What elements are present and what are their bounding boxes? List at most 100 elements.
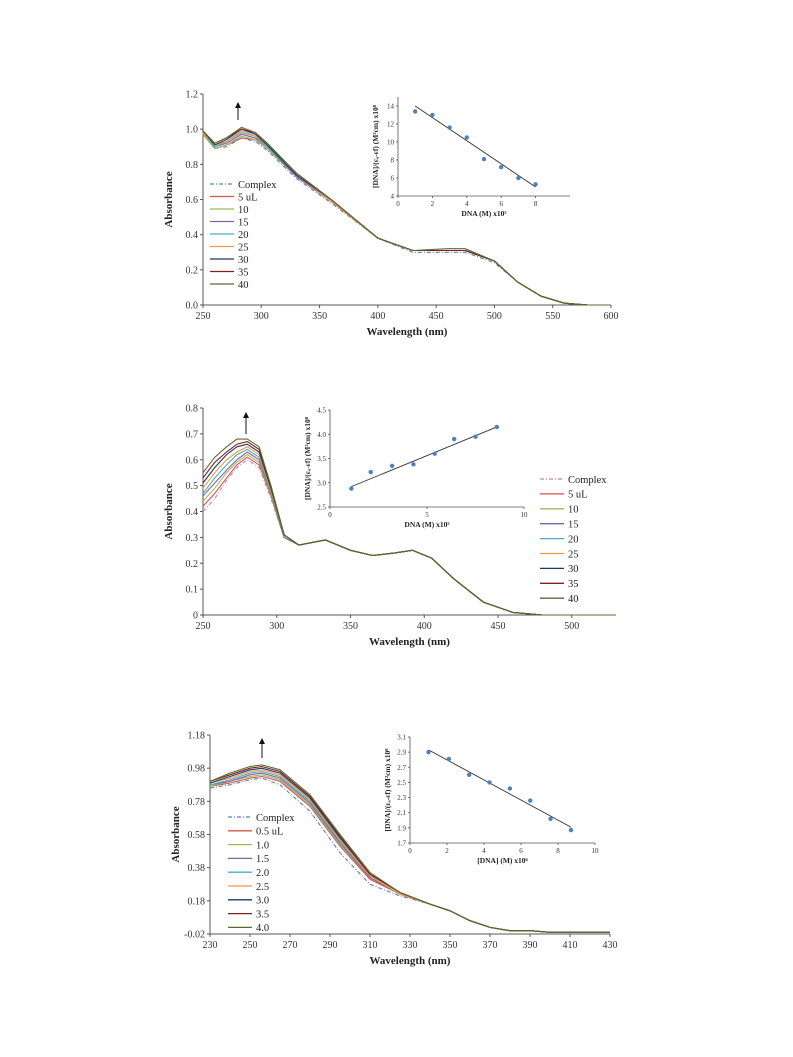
legend-label: 10 bbox=[568, 505, 579, 516]
legend-label: 0.5 uL bbox=[256, 827, 283, 838]
legend-label: Complex bbox=[238, 180, 277, 191]
y-tick-label: 0.38 bbox=[188, 863, 206, 874]
inset-data-point bbox=[389, 463, 395, 468]
inset-data-point bbox=[430, 112, 435, 118]
y-tick-label: 0.4 bbox=[186, 230, 199, 241]
inset-x-tick-label: 4 bbox=[482, 847, 486, 855]
inset-data-point bbox=[499, 165, 504, 170]
series-line-8 bbox=[202, 128, 611, 306]
inset-x-tick-label: 5 bbox=[425, 511, 429, 519]
x-tick-label: 250 bbox=[196, 311, 211, 322]
legend-label: 30 bbox=[568, 564, 579, 575]
x-tick-label: 350 bbox=[443, 940, 458, 951]
y-tick-label: 0.18 bbox=[188, 896, 206, 907]
x-tick-label: 450 bbox=[429, 311, 444, 322]
y-tick-label: 1.2 bbox=[186, 90, 199, 101]
series-line-6 bbox=[202, 130, 611, 306]
inset-x-tick-label: 10 bbox=[592, 847, 600, 855]
y-axis-title: Absorbance bbox=[163, 483, 175, 539]
inset-y-tick-label: 8 bbox=[391, 157, 395, 165]
y-tick-label: 0.5 bbox=[186, 481, 199, 492]
legend-label: 35 bbox=[568, 579, 579, 590]
y-tick-label: 0.4 bbox=[186, 507, 199, 518]
series-line-2 bbox=[202, 134, 611, 306]
inset-data-point bbox=[446, 756, 452, 762]
inset-data-point bbox=[507, 786, 513, 791]
x-axis-title: Wavelength (nm) bbox=[370, 955, 451, 967]
legend-label: 5 uL bbox=[568, 490, 588, 501]
series-line-1 bbox=[202, 134, 611, 306]
x-tick-label: 390 bbox=[523, 940, 538, 951]
inset-x-tick-label: 0 bbox=[328, 511, 332, 519]
x-tick-label: 270 bbox=[283, 940, 298, 951]
inset-x-tick-label: 2 bbox=[445, 847, 449, 855]
x-tick-label: 310 bbox=[363, 940, 378, 951]
inset-y-tick-label: 6 bbox=[391, 175, 395, 183]
inset-y-tick-label: 4.0 bbox=[317, 431, 326, 439]
increase-arrow-head bbox=[259, 738, 265, 744]
inset-data-point bbox=[464, 135, 469, 140]
x-tick-label: 400 bbox=[370, 311, 385, 322]
inset-y-tick-label: 2.7 bbox=[397, 764, 406, 772]
x-tick-label: 300 bbox=[254, 311, 269, 322]
inset-data-point bbox=[426, 749, 431, 755]
legend-label: 2.0 bbox=[256, 868, 269, 879]
y-tick-label: 0.58 bbox=[188, 830, 206, 841]
series-line-6 bbox=[202, 446, 616, 616]
x-axis-title: Wavelength (nm) bbox=[367, 326, 448, 338]
legend-label: 2.5 bbox=[256, 882, 269, 893]
inset-chart-3: 1.7 1.9 2.1 2.3 2.5 2.7 2.9 3.1 0 2 4 6 8 10 [DNA] (M)… bbox=[383, 734, 599, 866]
inset-data-point bbox=[368, 469, 373, 475]
x-tick-label: 350 bbox=[343, 621, 358, 632]
inset-data-point bbox=[528, 798, 533, 803]
x-tick-label: 370 bbox=[483, 940, 498, 951]
legend-label: 5 uL bbox=[238, 192, 258, 203]
series-line-3 bbox=[202, 134, 611, 306]
inset-y-tick-label: 14 bbox=[387, 103, 395, 111]
series-line-9 bbox=[202, 126, 611, 306]
legend-label: 40 bbox=[238, 280, 249, 291]
x-tick-label: 250 bbox=[196, 621, 211, 632]
inset-data-point bbox=[349, 486, 354, 491]
inset-y-tick-label: 2.5 bbox=[397, 779, 406, 787]
x-tick-label: 250 bbox=[243, 940, 258, 951]
inset-y-tick-label: 3.5 bbox=[317, 455, 326, 463]
series-line-2 bbox=[202, 456, 616, 616]
legend-label: 20 bbox=[568, 534, 579, 545]
y-tick-label: 0.0 bbox=[186, 301, 199, 312]
y-tick-label: 0.78 bbox=[188, 797, 206, 808]
legend-label: Complex bbox=[256, 813, 295, 824]
inset-data-point bbox=[411, 462, 416, 467]
legend-label: 3.0 bbox=[256, 896, 269, 907]
inset-data-point bbox=[467, 772, 472, 778]
inset-fit-line bbox=[428, 749, 572, 828]
x-axis-title: Wavelength (nm) bbox=[369, 636, 450, 648]
inset-data-point bbox=[473, 434, 478, 439]
inset-x-axis-title: DNA (M) x10⁵ bbox=[461, 209, 507, 218]
inset-y-tick-label: 2.1 bbox=[397, 809, 406, 817]
inset-data-point bbox=[533, 182, 538, 187]
y-tick-label: 0 bbox=[193, 611, 198, 622]
x-tick-label: 290 bbox=[323, 940, 338, 951]
legend-label: 1.5 bbox=[256, 854, 269, 865]
legend-label: 35 bbox=[238, 267, 249, 278]
inset-y-axis-title: [DNA]/(εₐ-εf) (M²cm) x10⁸ bbox=[383, 748, 392, 832]
x-tick-label: 230 bbox=[203, 940, 218, 951]
legend-label: 30 bbox=[238, 255, 249, 266]
y-tick-label: 0.1 bbox=[186, 585, 199, 596]
increase-arrow-head bbox=[243, 412, 249, 418]
x-tick-label: 300 bbox=[269, 621, 284, 632]
inset-data-point bbox=[451, 436, 457, 442]
series-line-7 bbox=[202, 128, 611, 306]
x-tick-label: 500 bbox=[487, 311, 502, 322]
inset-data-point bbox=[481, 156, 487, 162]
x-tick-label: 600 bbox=[604, 311, 619, 322]
inset-fit-line bbox=[414, 105, 536, 188]
legend-label: 3.5 bbox=[256, 909, 269, 920]
x-tick-label: 450 bbox=[491, 621, 506, 632]
inset-y-tick-label: 3.1 bbox=[397, 734, 406, 742]
y-tick-label: 0.98 bbox=[188, 764, 206, 775]
